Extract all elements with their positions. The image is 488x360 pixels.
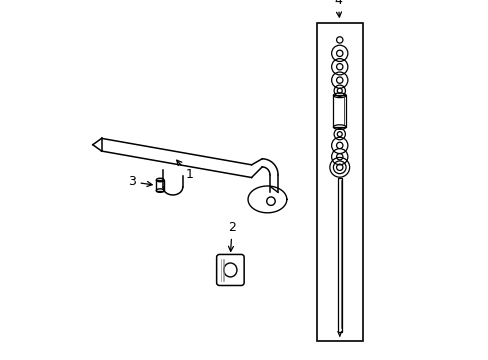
Bar — [333, 95, 346, 127]
Text: 4: 4 — [333, 0, 341, 17]
Text: 3: 3 — [127, 175, 152, 188]
Text: 1: 1 — [176, 160, 193, 181]
Bar — [337, 178, 341, 332]
Bar — [156, 180, 164, 190]
Text: 2: 2 — [228, 221, 236, 251]
Bar — [316, 23, 362, 341]
